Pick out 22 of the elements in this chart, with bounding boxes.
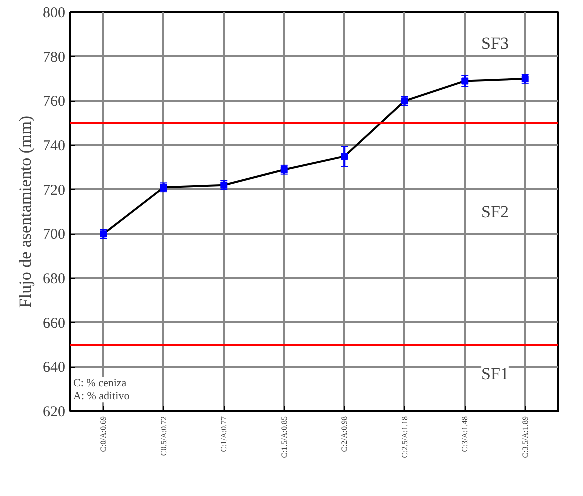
- y-tick-label: 620: [43, 404, 66, 420]
- annotation: SF3: [482, 34, 509, 54]
- y-tick-label: 660: [43, 316, 66, 332]
- y-tick-label: 680: [43, 272, 66, 288]
- y-axis-title: Flujo de asentamiento (mm): [16, 116, 35, 308]
- x-tick-label: C0.5/A:0.72: [159, 416, 168, 456]
- x-tick-label: C:3.5/A:1.89: [520, 416, 530, 458]
- x-tick-label: C:0/A:0.69: [99, 416, 108, 452]
- y-tick-label: 780: [43, 50, 66, 66]
- x-tick-label: C:1.5/A:0.85: [280, 416, 289, 458]
- x-tick-label: C:2.5/A:1.18: [400, 416, 410, 458]
- x-tick-label: C:2/A:0.98: [340, 416, 350, 452]
- x-tick-label: C:3/A:1.48: [460, 416, 470, 452]
- y-tick-label: 800: [43, 6, 66, 22]
- annotation: SF2: [482, 202, 509, 222]
- annotation: C: % ceniza A: % aditivo: [74, 377, 130, 403]
- x-tick-label: C:1/A:0.77: [220, 416, 229, 452]
- y-tick-label: 700: [43, 227, 66, 244]
- y-tick-label: 640: [43, 360, 66, 376]
- y-tick-label: 720: [43, 182, 66, 199]
- y-tick-label: 740: [43, 138, 66, 154]
- y-tick-label: 760: [43, 94, 66, 110]
